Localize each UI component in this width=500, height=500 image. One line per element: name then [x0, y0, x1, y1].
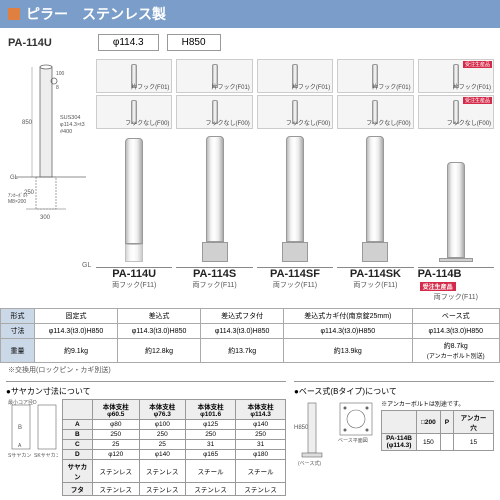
row-weight-label: 重量	[1, 339, 35, 363]
product-code: PA-114B受注生産品	[418, 268, 494, 292]
thumb-no-hook: フックなし(F00)	[176, 95, 252, 129]
spec-height: H850	[167, 34, 221, 51]
thumb-with-hook: 片フック(F01)	[176, 59, 252, 93]
svg-text:Sサヤカン: Sサヤカン	[8, 453, 31, 459]
product-code: PA-114SK	[350, 268, 401, 280]
svg-text:100: 100	[56, 71, 65, 77]
svg-text:SKサヤカン: SKサヤカン	[34, 453, 58, 459]
header-square-icon	[8, 8, 20, 20]
product-col: 片フック(F01)受注生産品 フックなし(F00)受注生産品 PA-114B受注…	[418, 59, 494, 302]
product-code: PA-114SF	[270, 268, 320, 280]
svg-text:ベース平面図: ベース平面図	[338, 438, 368, 443]
product-col: 片フック(F01) フックなし(F00) PA-114SF 両フック(F11)	[257, 59, 333, 302]
sayakan-section: ●サヤカン寸法について 最小コア径D B Sサヤカン SKサヤカン A 本体支柱…	[6, 381, 286, 496]
sayakan-title: ●サヤカン寸法について	[6, 386, 286, 397]
thumb-no-hook: フックなし(F00)	[257, 95, 333, 129]
base-table: □200Pアンカー穴PA-114B (φ114.3)15015	[381, 410, 494, 451]
svg-text:H850: H850	[294, 425, 309, 431]
svg-text:(ベース式): (ベース式)	[298, 460, 321, 467]
pillar-image	[125, 132, 143, 262]
svg-text:#400: #400	[60, 129, 72, 135]
svg-text:A: A	[18, 443, 22, 449]
base-drawing-icon: H850 (ベース式)	[294, 399, 330, 469]
thumb-no-hook: フックなし(F00)	[337, 95, 413, 129]
product-col: 片フック(F01) フックなし(F00) PA-114S 両フック(F11)	[176, 59, 252, 302]
pillar-image	[439, 132, 473, 262]
header-title: ピラー ステンレス製	[26, 4, 166, 24]
product-col: 片フック(F01) フックなし(F00) GL PA-114U 両フック(F11…	[96, 59, 172, 302]
svg-text:850: 850	[22, 120, 33, 126]
product-code: PA-114S	[193, 268, 236, 280]
spec-table: 形式固定式差込式差込式フタ付差込式カギ付(南京錠25mm)ベース式 寸法φ114…	[0, 308, 500, 363]
svg-text:M8×200: M8×200	[8, 199, 26, 205]
thumb-with-hook: 片フック(F01)	[257, 59, 333, 93]
thumb-with-hook: 片フック(F01)	[337, 59, 413, 93]
product-sub: 両フック(F11)	[193, 280, 237, 290]
spec-row: PA-114U φ114.3 H850	[0, 28, 500, 57]
thumb-with-hook: 片フック(F01)受注生産品	[418, 59, 494, 93]
product-columns: 片フック(F01) フックなし(F00) GL PA-114U 両フック(F11…	[96, 59, 494, 302]
pillar-image	[282, 132, 308, 262]
pillar-image	[202, 132, 228, 262]
row-dim-label: 寸法	[1, 324, 35, 339]
svg-text:GL: GL	[10, 175, 19, 181]
sayakan-table: 本体支柱φ60.5本体支柱φ76.3本体支柱φ101.6本体支柱φ114.3Aφ…	[62, 399, 286, 496]
base-section: ●ベース式(Bタイプ)について H850 (ベース式) ベース平面図 ※アンカー…	[294, 381, 494, 496]
svg-text:最小コア径D: 最小コア径D	[8, 399, 37, 406]
thumb-with-hook: 片フック(F01)	[96, 59, 172, 93]
product-sub: 両フック(F11)	[353, 280, 397, 290]
row-type-label: 形式	[1, 309, 35, 324]
pillar-image	[362, 132, 388, 262]
base-title: ●ベース式(Bタイプ)について	[294, 386, 494, 397]
svg-text:8: 8	[56, 85, 59, 91]
product-code: PA-114U	[112, 268, 156, 280]
product-sub: 両フック(F11)	[273, 280, 317, 290]
svg-text:φ114.3×t3: φ114.3×t3	[60, 122, 85, 128]
base-note: ※アンカーボルトは別途です。	[381, 399, 494, 408]
product-sub: 両フック(F11)	[112, 280, 156, 290]
model-label: PA-114U	[8, 37, 52, 49]
product-sub: 両フック(F11)	[434, 292, 478, 302]
base-plan-icon: ベース平面図	[336, 399, 376, 443]
spec-diameter: φ114.3	[98, 34, 159, 51]
svg-text:250: 250	[24, 190, 35, 196]
svg-text:SUS304: SUS304	[60, 115, 81, 121]
product-col: 片フック(F01) フックなし(F00) PA-114SK 両フック(F11)	[337, 59, 413, 302]
thumb-no-hook: フックなし(F00)受注生産品	[418, 95, 494, 129]
svg-text:B: B	[18, 425, 22, 431]
sayakan-drawing-icon: 最小コア径D B Sサヤカン SKサヤカン A	[6, 399, 58, 465]
table-note: ※交換用(ロックピン・カギ別送)	[0, 363, 500, 377]
svg-text:300: 300	[40, 215, 51, 221]
thumb-no-hook: フックなし(F00)	[96, 95, 172, 129]
page-header: ピラー ステンレス製	[0, 0, 500, 28]
